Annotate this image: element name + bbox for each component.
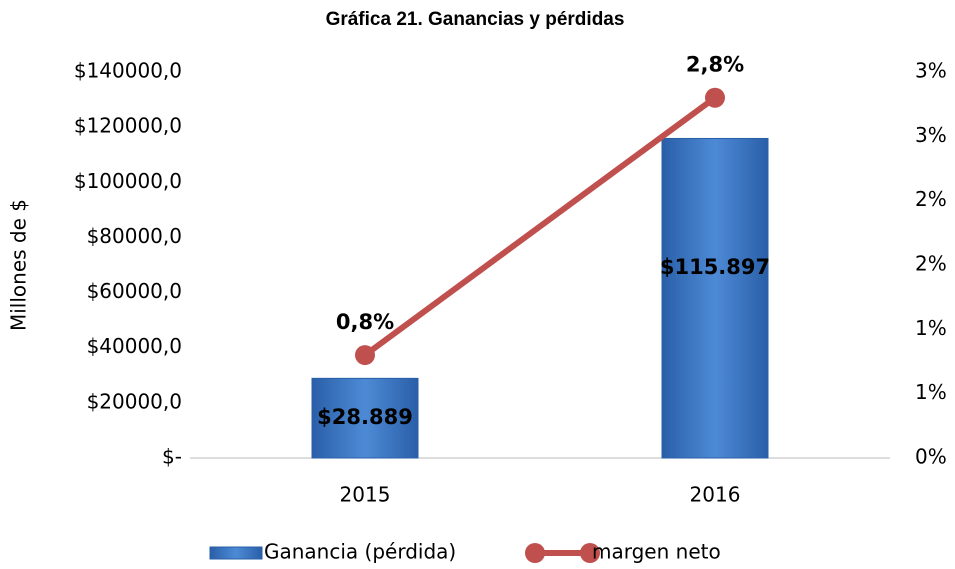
y-axis-label: Millones de $ (7, 199, 31, 331)
y2-tick-label: 1% (915, 316, 947, 340)
y-tick-label: $60000,0 (87, 279, 182, 303)
line-marker (705, 87, 725, 108)
y2-tick-label: 2% (915, 187, 947, 211)
y2-tick-label: 0% (915, 445, 947, 469)
y2-tick-label: 3% (915, 123, 947, 147)
legend-swatch (580, 543, 600, 563)
data-label: $28.889 (317, 405, 413, 429)
data-label: $115.897 (660, 255, 770, 279)
bar (311, 377, 419, 459)
y-tick-label: $80000,0 (87, 224, 182, 248)
line-marker (355, 345, 375, 366)
legend-label: margen neto (592, 540, 721, 564)
y-tick-label: $- (162, 445, 182, 469)
y-tick-label: $120000,0 (74, 114, 182, 138)
y-tick-label: $20000,0 (87, 389, 182, 413)
y2-tick-label: 2% (915, 252, 947, 276)
data-label: 0,8% (336, 310, 394, 334)
line (363, 95, 717, 358)
legend-label: Ganancia (pérdida) (264, 540, 456, 564)
legend-swatch (525, 543, 545, 563)
y-tick-label: $140000,0 (74, 59, 182, 83)
legend-swatch (209, 546, 263, 560)
y-tick-label: $100000,0 (74, 169, 182, 193)
x-tick-label: 2015 (340, 483, 391, 507)
x-tick-label: 2016 (690, 483, 741, 507)
y2-tick-label: 3% (915, 59, 947, 83)
y-tick-label: $40000,0 (87, 334, 182, 358)
data-label: 2,8% (686, 53, 744, 77)
y2-tick-label: 1% (915, 380, 947, 404)
chart-title: Gráfica 21. Ganancias y pérdidas (326, 9, 625, 30)
bar (661, 137, 769, 459)
